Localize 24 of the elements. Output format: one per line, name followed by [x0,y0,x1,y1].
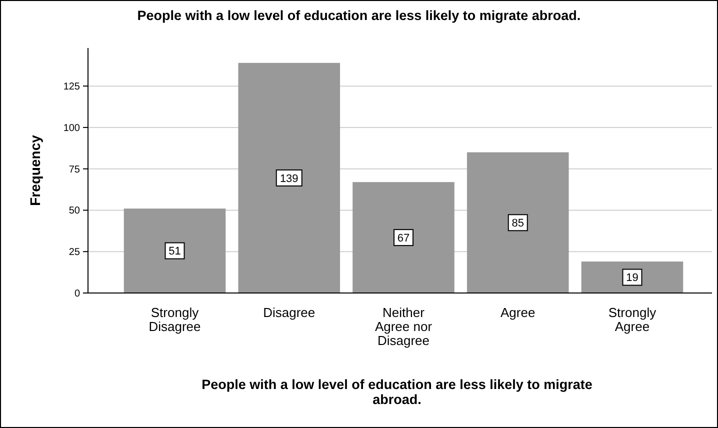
data-label: 67 [397,232,410,244]
y-tick-label: 25 [68,247,80,258]
x-tick-label: Neither Agree nor Disagree [374,305,433,348]
x-tick-label: Strongly Disagree [148,305,201,334]
bar [238,62,340,293]
y-tick-label: 0 [74,288,80,300]
chart-title: People with a low level of education are less likely to migrate abroad. [137,8,581,23]
y-axis-title: Frequency [27,134,43,206]
y-tick-label: 100 [63,122,80,134]
data-label: 51 [168,246,181,258]
x-axis-title: People with a low level of education are less likely to migrate abroad. [202,377,593,407]
x-tick-label: Disagree [263,305,316,320]
bar [124,208,226,293]
bar [352,182,454,293]
x-tick-label: Strongly Agree [608,305,657,334]
x-tick-label: Agree [500,305,536,320]
y-tick-label: 75 [68,164,80,176]
data-label: 85 [512,217,524,230]
bar [581,262,684,293]
y-tick-label: 50 [68,206,80,217]
data-label: 139 [280,172,298,185]
y-tick-label: 125 [63,82,80,93]
data-label: 19 [626,272,638,284]
bar [466,152,569,293]
